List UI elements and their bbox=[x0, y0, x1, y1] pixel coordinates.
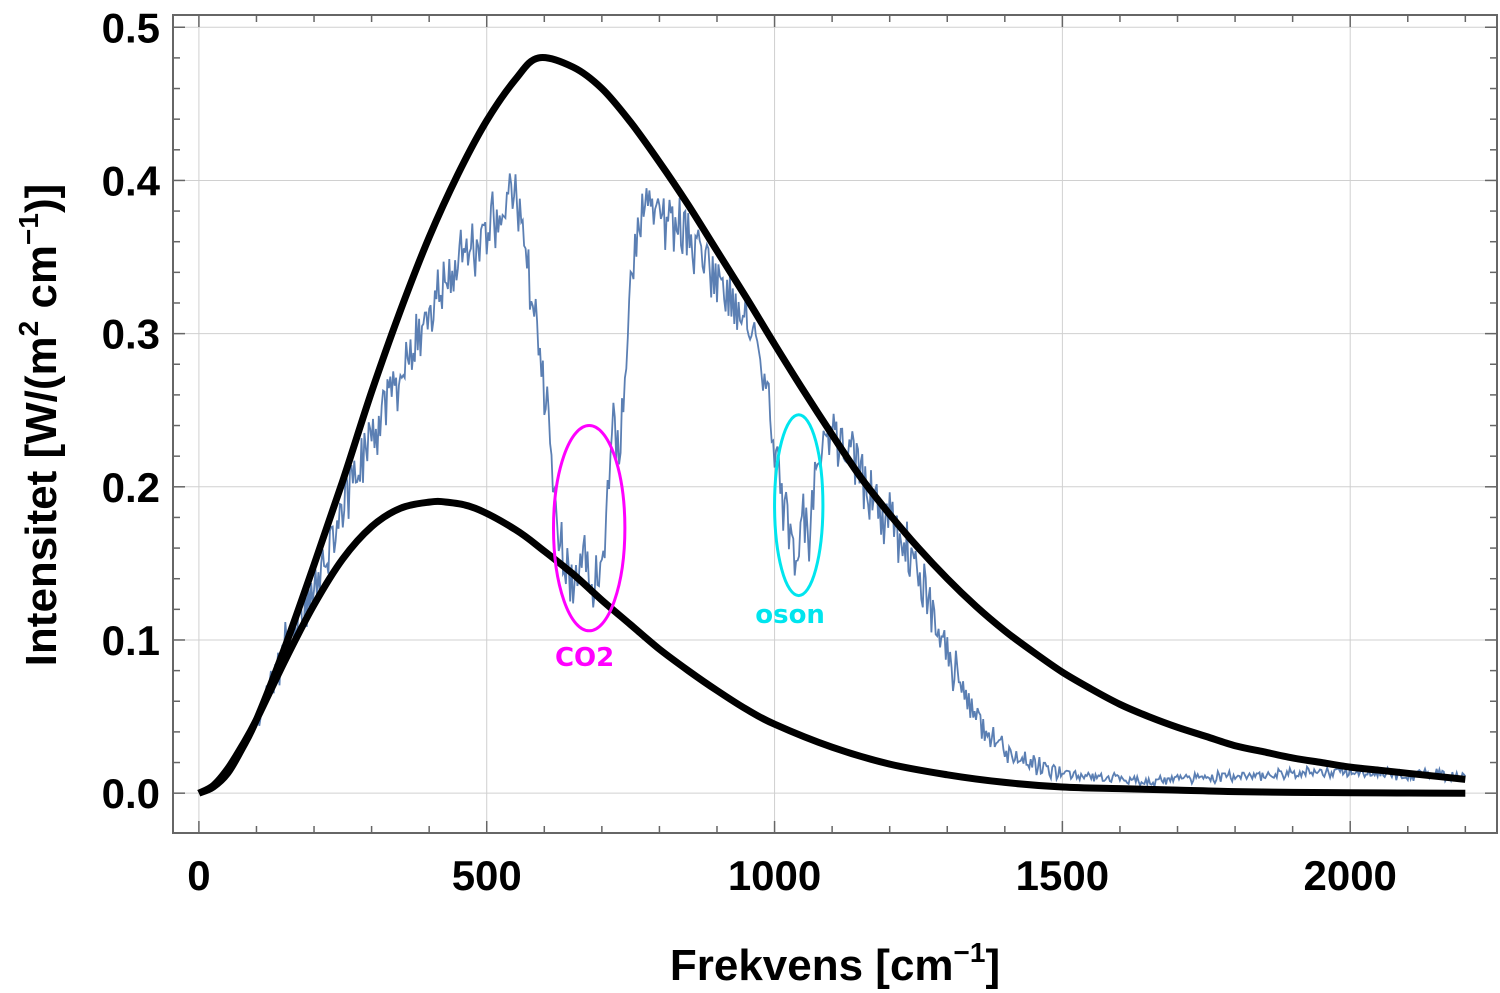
spectrum-line bbox=[198, 173, 1467, 795]
axis-ticks: 0 500 1000 1500 2000 0.0 0.1 0.2 0.3 0.4 0.5 bbox=[102, 4, 1497, 899]
y-tick-label: 0.2 bbox=[102, 464, 160, 511]
upper-planck-curve bbox=[197, 53, 1466, 797]
y-tick-label: 0.5 bbox=[102, 4, 160, 51]
oson-label: oson bbox=[755, 600, 825, 630]
lower-planck-curve bbox=[197, 497, 1466, 797]
co2-ellipse bbox=[552, 424, 627, 633]
x-tick-label: 500 bbox=[452, 852, 522, 899]
y-tick-label: 0.0 bbox=[102, 770, 160, 817]
series-layer bbox=[197, 53, 1467, 797]
y-tick-label: 0.4 bbox=[102, 157, 161, 204]
co2-label: CO2 bbox=[555, 643, 614, 673]
y-tick-label: 0.1 bbox=[102, 617, 160, 664]
x-tick-label: 0 bbox=[187, 852, 210, 899]
plot-frame bbox=[172, 14, 1498, 834]
x-tick-label: 1000 bbox=[728, 852, 821, 899]
x-axis-title: Frekvens [cm−1] bbox=[670, 937, 1000, 990]
grid bbox=[173, 15, 1497, 833]
y-axis-title: Intensitet [W/(m2 cm−1)] bbox=[13, 184, 66, 667]
annotation-layer: CO2 oson bbox=[552, 413, 825, 673]
x-tick-label: 1500 bbox=[1016, 852, 1109, 899]
y-tick-label: 0.3 bbox=[102, 311, 160, 358]
x-tick-label: 2000 bbox=[1303, 852, 1396, 899]
oson-ellipse bbox=[773, 413, 825, 598]
